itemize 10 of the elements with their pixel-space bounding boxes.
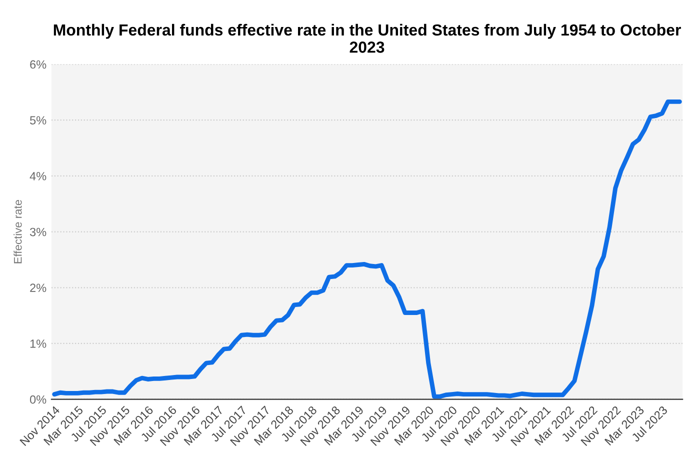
y-tick-label: 5%: [30, 116, 46, 124]
chart-title: Monthly Federal funds effective rate in the United States from July 1954 to October 2023: [54, 24, 681, 53]
y-tick-label: 0%: [30, 395, 46, 404]
y-tick-label: 1%: [30, 340, 46, 348]
y-tick-label: 3%: [30, 228, 46, 236]
y-tick-label: 6%: [30, 60, 46, 69]
y-tick-label: 2%: [30, 284, 46, 292]
line-series: [52, 99, 682, 399]
y-tick-label: 4%: [30, 172, 46, 180]
y-axis-title: Effective rate: [14, 200, 22, 264]
